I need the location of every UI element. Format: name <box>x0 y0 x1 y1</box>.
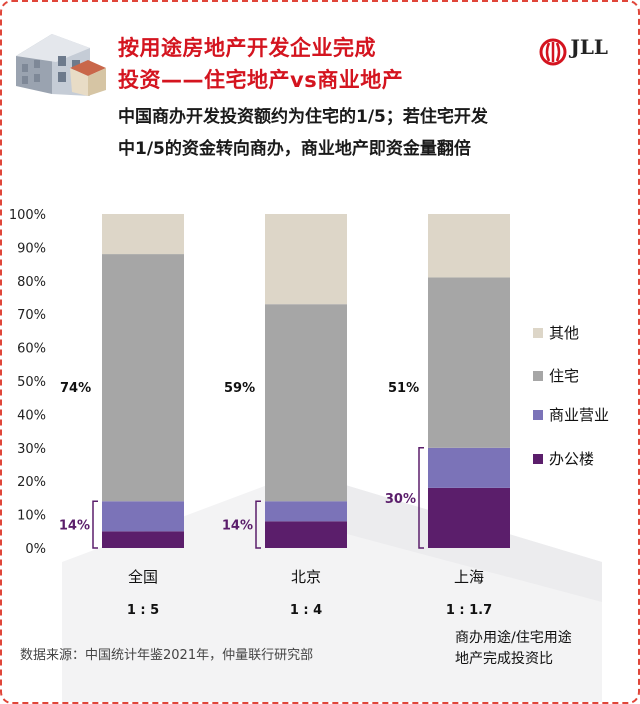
y-tick-label: 90% <box>17 241 46 256</box>
bar-segment <box>102 501 184 532</box>
legend-label: 住宅 <box>549 367 579 385</box>
x-category-label: 上海 <box>454 568 484 586</box>
office-commercial-pct-label: 14% <box>59 519 90 534</box>
y-tick-label: 40% <box>17 408 46 423</box>
bar-segment <box>102 531 184 548</box>
ratio-label: 1 : 5 <box>127 603 159 618</box>
residential-pct-label: 51% <box>388 381 419 396</box>
legend-swatch <box>533 454 543 464</box>
bar-segment <box>428 487 510 548</box>
ratio-label: 1 : 1.7 <box>446 603 492 618</box>
subtitle-line-2: 中1/5的资金转向商办，商业地产即资金量翻倍 <box>118 139 471 159</box>
legend-swatch <box>533 410 543 420</box>
y-axis: 0% 10% 20% 30% 40% 50% 60% 70% 80% 90% 100% <box>9 208 46 557</box>
legend-swatch <box>533 371 543 381</box>
category-labels: 全国 1 : 5 北京 1 : 4 上海 1 : 1.7 <box>127 568 492 618</box>
jll-logo-icon <box>539 38 567 66</box>
legend-label: 其他 <box>549 324 579 342</box>
legend-swatch <box>533 328 543 338</box>
bars <box>102 214 510 548</box>
office-commercial-bracket <box>255 500 261 549</box>
buildings-icon <box>16 34 106 96</box>
y-tick-label: 0% <box>25 542 46 557</box>
x-category-label: 北京 <box>291 568 321 586</box>
ratio-label: 1 : 4 <box>290 603 322 618</box>
bar-segment <box>428 277 510 448</box>
y-tick-label: 10% <box>17 509 46 524</box>
y-tick-label: 100% <box>9 208 46 223</box>
y-tick-label: 70% <box>17 308 46 323</box>
office-commercial-pct-label: 30% <box>385 492 416 507</box>
y-tick-label: 80% <box>17 275 46 290</box>
title-line-2: 投资——住宅地产vs商业地产 <box>118 68 404 92</box>
residential-pct-label: 74% <box>60 381 91 396</box>
subtitle-line-1: 中国商办开发投资额约为住宅的1/5；若住宅开发 <box>118 107 488 127</box>
y-tick-label: 20% <box>17 475 46 490</box>
source-note: 数据来源：中国统计年鉴2021年，仲量联行研究部 <box>20 648 314 663</box>
bar-segment <box>428 214 510 278</box>
title-line-1: 按用途房地产开发企业完成 <box>118 36 376 60</box>
residential-pct-label: 59% <box>224 381 255 396</box>
y-tick-label: 50% <box>17 375 46 390</box>
jll-logo-text: JLL <box>570 35 608 59</box>
bar-segment <box>428 447 510 488</box>
ratio-note-line-2: 地产完成投资比 <box>455 651 553 667</box>
bar-segment <box>102 214 184 255</box>
y-tick-label: 60% <box>17 342 46 357</box>
office-commercial-bracket <box>418 447 424 549</box>
bar-segment <box>265 521 347 548</box>
bar-segment <box>265 214 347 305</box>
bar-segment <box>102 254 184 502</box>
office-commercial-bracket <box>92 500 98 549</box>
x-category-label: 全国 <box>128 568 158 586</box>
office-commercial-pct-label: 14% <box>222 519 253 534</box>
y-tick-label: 30% <box>17 442 46 457</box>
annotations: 74% 14% 59% 14% 51% 30% <box>59 381 424 549</box>
legend-label: 商业营业 <box>549 406 609 424</box>
bar-segment <box>265 304 347 502</box>
bar-segment <box>265 501 347 522</box>
legend-label: 办公楼 <box>549 450 594 468</box>
ratio-note-line-1: 商办用途/住宅用途 <box>455 630 572 646</box>
